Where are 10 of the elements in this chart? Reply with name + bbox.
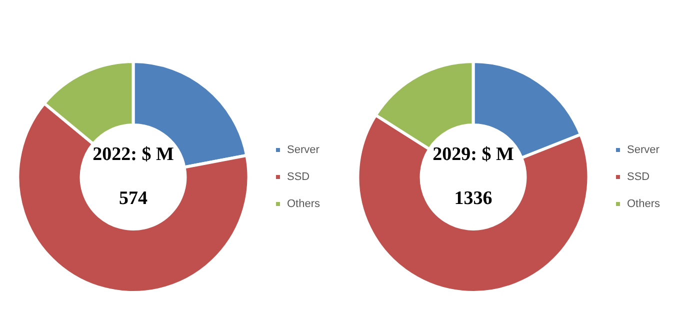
legend-label: Others <box>626 198 660 210</box>
legend-label: Server <box>626 144 660 156</box>
legend-label: Server <box>286 144 320 156</box>
legend-label: Others <box>286 198 320 210</box>
text: 574 <box>118 188 148 209</box>
legend-label: SSD <box>626 171 650 184</box>
text: 1336 <box>454 188 492 209</box>
text: 2022: $ M <box>92 144 174 165</box>
text: 2029: $ M <box>432 144 514 165</box>
legend-label: SSD <box>286 171 310 184</box>
